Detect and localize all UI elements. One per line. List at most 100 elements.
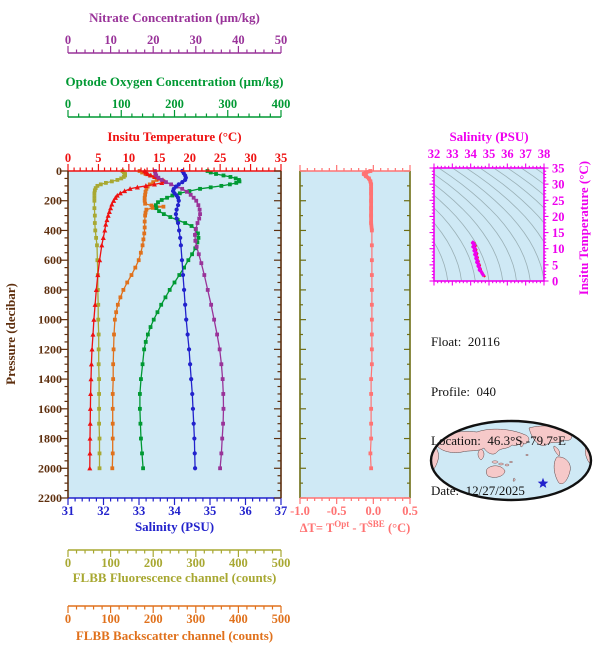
tick-label: 10: [104, 33, 117, 47]
axis-backscatter: 0 100 200 300 400 500 FLBB Backscatter channel…: [65, 605, 290, 643]
marker: [367, 176, 371, 181]
marker: [169, 182, 173, 187]
axis-title-oxygen: Optode Oxygen Concentration (µm/kg): [65, 74, 283, 89]
marker: [114, 310, 119, 315]
float-id-line: Float: 20116: [431, 334, 500, 349]
marker: [110, 436, 115, 441]
island: [491, 460, 499, 464]
island: [525, 454, 529, 457]
marker: [181, 287, 187, 293]
marker: [97, 451, 102, 456]
marker: [119, 176, 124, 181]
marker: [122, 188, 128, 194]
marker: [95, 288, 100, 292]
marker: [108, 205, 114, 211]
marker: [189, 376, 194, 382]
marker: [117, 190, 123, 196]
marker: [174, 207, 179, 212]
marker: [368, 451, 373, 456]
ts-y-tick-label: 0: [552, 275, 558, 289]
tick-label: 34: [168, 504, 181, 518]
marker: [96, 317, 101, 322]
marker: [193, 238, 198, 243]
tick-label: 400: [272, 97, 291, 111]
series-line: [434, 194, 490, 281]
marker: [227, 182, 232, 187]
pressure-tick-label: 1600: [38, 402, 62, 416]
axis-nitrate: 0 10 20 30 40 50 Nitrate Concentration (µm/kg): [65, 10, 287, 54]
continent: [570, 425, 579, 433]
marker: [150, 205, 155, 210]
marker: [142, 225, 147, 230]
tick-label: 35: [204, 504, 217, 518]
marker: [142, 198, 147, 203]
marker: [191, 421, 196, 426]
marker: [109, 201, 115, 207]
marker: [153, 203, 158, 208]
marker: [212, 317, 217, 322]
series-line: [466, 168, 544, 243]
pressure-tick-label: 0: [56, 164, 62, 178]
marker: [97, 257, 103, 263]
axis-pressure: 0 200 400 600 800 1000 1200 1400 1600 1800 2000 220…: [3, 164, 282, 505]
marker: [179, 258, 185, 263]
marker: [111, 377, 116, 381]
marker: [105, 212, 111, 218]
marker: [175, 203, 181, 208]
deltat-tick-label: -0.5: [327, 504, 347, 518]
marker: [95, 183, 100, 188]
marker: [369, 186, 374, 191]
marker: [104, 180, 108, 185]
marker: [96, 302, 101, 307]
marker: [153, 171, 158, 176]
pressure-tick-label: 600: [44, 253, 62, 267]
series-line: [452, 168, 544, 281]
tick-label: 0: [65, 151, 71, 165]
series-line: [493, 168, 544, 209]
deltat-axis-title: ΔT= TOpt - TSBE (°C): [300, 519, 411, 535]
marker: [183, 177, 188, 183]
marker: [145, 332, 150, 337]
marker: [198, 186, 202, 191]
marker: [142, 195, 147, 200]
marker: [87, 450, 93, 456]
marker: [95, 272, 101, 278]
ts-y-tick-label: 30: [552, 178, 565, 192]
marker: [92, 195, 97, 199]
ts-x-tick-label: 36: [501, 147, 514, 161]
tick-label: 37: [275, 504, 288, 518]
date-line: Date: 12/27/2025: [431, 482, 525, 498]
island: [509, 461, 513, 464]
ts-y-axis-title: Insitu Temperature (°C): [576, 161, 591, 295]
tick-label: 20: [183, 151, 196, 165]
marker: [111, 362, 116, 367]
ts-x-tick-label: 33: [446, 147, 459, 161]
series-line: [470, 240, 486, 278]
marker: [168, 215, 173, 219]
map-body: [429, 419, 593, 502]
marker: [165, 195, 169, 200]
series-salinity: [170, 168, 198, 471]
pressure-tick-label: 2200: [38, 491, 62, 505]
tick-label: 33: [133, 504, 146, 518]
marker: [178, 243, 183, 248]
marker: [141, 237, 146, 242]
marker: [121, 175, 126, 179]
marker: [182, 265, 186, 270]
marker: [99, 242, 105, 248]
marker: [151, 317, 156, 322]
marker: [180, 180, 185, 185]
marker: [142, 347, 147, 352]
marker: [140, 170, 145, 175]
marker: [151, 181, 157, 187]
marker: [87, 465, 93, 471]
marker: [369, 273, 374, 277]
marker: [133, 265, 138, 270]
marker: [191, 195, 196, 200]
tick-label: 400: [229, 612, 248, 626]
pressure-tick-label: 1200: [38, 342, 62, 356]
marker: [208, 170, 213, 175]
marker: [143, 340, 148, 344]
